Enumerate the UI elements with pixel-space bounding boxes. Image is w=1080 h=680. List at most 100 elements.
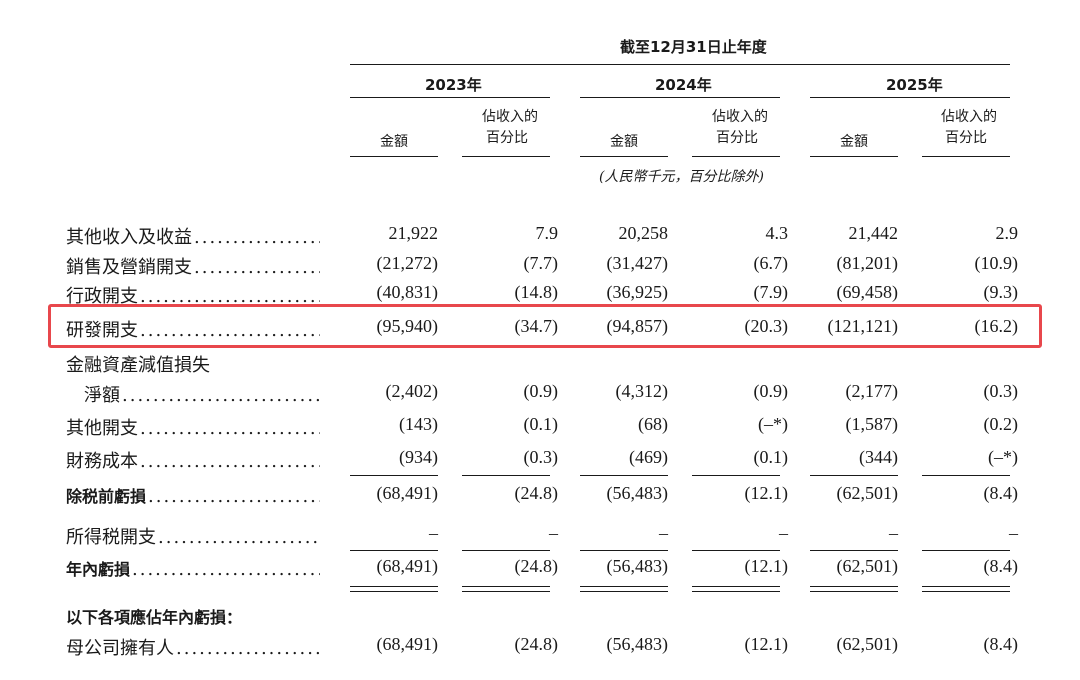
subtotal-rule [810,475,898,476]
pct-head-2025-line2: 百分比 [945,130,987,146]
pct-rule-2023 [462,156,550,157]
row-label-loss-before-tax: 除税前虧損...................................… [66,486,320,507]
pct-head-2025-line1: 佔收入的 [941,109,997,125]
cell-impairment-2023-amount: (2,402) [385,381,439,401]
row-label-finance-costs: 財務成本....................................… [66,451,320,472]
cell-selling-2023-pct: (7.7) [523,253,559,273]
total-double-rule [462,586,550,587]
row-label-loss-for-year: 年內虧損....................................… [66,559,320,580]
cell-admin-2025-pct: (9.3) [983,282,1019,302]
cell-tax-2025-amount: – [889,523,898,543]
cell-tax-2023-pct: – [549,523,558,543]
cell-lbt-2023-amount: (68,491) [376,483,439,503]
amount-rule-2023 [350,156,438,157]
row-label-impairment-line1: 金融資產減值損失 [66,355,210,376]
cell-selling-2023-amount: (21,272) [376,253,439,273]
cell-other-income-2024-amount: 20,258 [618,223,669,243]
subtotal-rule [580,475,668,476]
section-title-attributable: 以下各項應佔年內虧損： [66,608,243,627]
amount-head-2025: 金額 [840,134,868,150]
cell-lfy-2023-amount: (68,491) [376,556,439,576]
total-double-rule [350,586,438,587]
row-label-selling-expenses: 銷售及營銷開支.................................… [66,257,320,278]
total-double-rule [810,591,898,592]
row-label-other-income: 其他收入及收益.................................… [66,227,320,248]
pct-head-2023-line2: 百分比 [486,130,528,146]
cell-rd-2025-pct: (16.2) [974,316,1019,336]
cell-rd-2024-pct: (20.3) [744,316,789,336]
header-rule [350,64,1010,65]
subtotal-rule [692,475,780,476]
total-double-rule [580,586,668,587]
cell-tax-2024-amount: – [659,523,668,543]
cell-parent-2024-amount: (56,483) [606,634,669,654]
cell-parent-2025-amount: (62,501) [836,634,899,654]
cell-rd-2024-amount: (94,857) [606,316,669,336]
year-rule-2023 [350,97,550,98]
cell-tax-2024-pct: – [779,523,788,543]
cell-lfy-2024-pct: (12.1) [744,556,789,576]
total-double-rule [692,591,780,592]
cell-other-income-2025-amount: 21,442 [848,223,899,243]
total-double-rule [810,586,898,587]
year-2023: 2023年 [425,76,482,94]
cell-lfy-2025-pct: (8.4) [983,556,1019,576]
cell-impairment-2023-pct: (0.9) [523,381,559,401]
total-double-rule [580,591,668,592]
subtotal-rule [810,550,898,551]
cell-lbt-2024-pct: (12.1) [744,483,789,503]
row-label-parent-owners: 母公司擁有人..................................… [66,638,320,659]
cell-other-exp-2024-amount: (68) [638,414,668,434]
cell-finance-2024-pct: (0.1) [753,447,789,467]
cell-other-exp-2024-pct: (–*) [758,414,788,434]
row-label-admin-expenses: 行政開支....................................… [66,286,320,307]
cell-impairment-2024-amount: (4,312) [615,381,669,401]
cell-lbt-2024-amount: (56,483) [606,483,669,503]
amount-rule-2025 [810,156,898,157]
cell-other-exp-2025-amount: (1,587) [845,414,899,434]
cell-admin-2023-amount: (40,831) [376,282,439,302]
year-rule-2025 [810,97,1010,98]
cell-lbt-2025-amount: (62,501) [836,483,899,503]
cell-rd-2025-amount: (121,121) [827,316,899,336]
cell-impairment-2024-pct: (0.9) [753,381,789,401]
row-label-other-expenses: 其他開支....................................… [66,418,320,439]
cell-parent-2023-pct: (24.8) [514,634,559,654]
cell-other-income-2025-pct: 2.9 [995,223,1019,243]
cell-lbt-2023-pct: (24.8) [514,483,559,503]
cell-lfy-2023-pct: (24.8) [514,556,559,576]
cell-tax-2025-pct: – [1009,523,1018,543]
subtotal-rule [462,475,550,476]
pct-rule-2025 [922,156,1010,157]
units-note: (人民幣千元，百分比除外) [599,169,764,185]
cell-selling-2025-pct: (10.9) [974,253,1019,273]
cell-parent-2025-pct: (8.4) [983,634,1019,654]
total-double-rule [350,591,438,592]
subtotal-rule [922,550,1010,551]
year-2024: 2024年 [655,76,712,94]
cell-other-exp-2023-pct: (0.1) [523,414,559,434]
amount-head-2024: 金額 [610,134,638,150]
period-title: 截至12月31日止年度 [620,38,767,56]
cell-finance-2025-amount: (344) [859,447,898,467]
cell-finance-2023-amount: (934) [399,447,438,467]
pct-head-2024-line1: 佔收入的 [712,109,768,125]
row-label-rd-expenses: 研發開支....................................… [66,320,320,341]
cell-selling-2024-pct: (6.7) [753,253,789,273]
subtotal-rule [922,475,1010,476]
total-double-rule [922,591,1010,592]
total-double-rule [692,586,780,587]
cell-admin-2024-pct: (7.9) [753,282,789,302]
cell-lbt-2025-pct: (8.4) [983,483,1019,503]
cell-admin-2023-pct: (14.8) [514,282,559,302]
cell-parent-2024-pct: (12.1) [744,634,789,654]
pct-rule-2024 [692,156,780,157]
cell-finance-2024-amount: (469) [629,447,668,467]
cell-impairment-2025-amount: (2,177) [845,381,899,401]
subtotal-rule [462,550,550,551]
row-label-impairment-line2: 淨額......................................… [84,385,320,406]
cell-other-income-2023-pct: 7.9 [535,223,559,243]
cell-impairment-2025-pct: (0.3) [983,381,1019,401]
cell-other-income-2023-amount: 21,922 [388,223,439,243]
cell-selling-2024-amount: (31,427) [606,253,669,273]
